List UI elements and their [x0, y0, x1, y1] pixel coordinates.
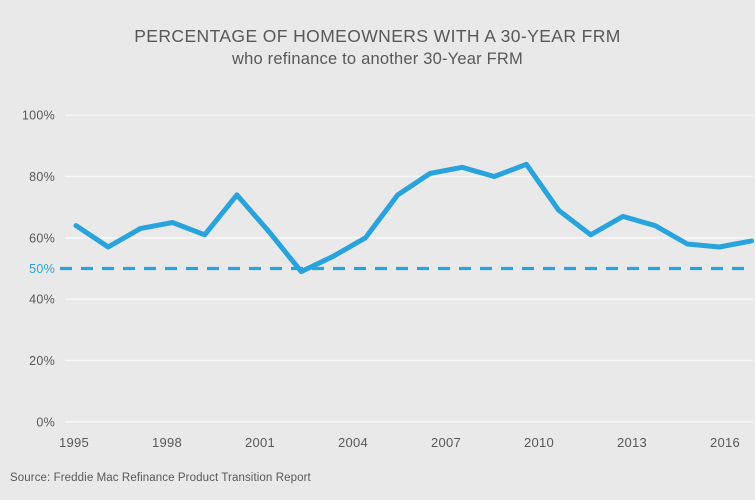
- y-axis-label-0pct: 0%: [36, 415, 55, 429]
- source-note: Source: Freddie Mac Refinance Product Tr…: [10, 472, 311, 484]
- x-axis-label-2004: 2004: [338, 435, 368, 450]
- x-axis-label-2010: 2010: [524, 435, 554, 450]
- x-axis-label-2016: 2016: [710, 435, 740, 450]
- y-axis-label-20pct: 20%: [29, 354, 55, 368]
- chart-title: PERCENTAGE OF HOMEOWNERS WITH A 30-YEAR …: [134, 26, 621, 46]
- x-axis-label-2007: 2007: [431, 435, 461, 450]
- line-chart: 100% 80% 60% 50% 40% 20% 0% 1995 1998 2001 2004 200…: [22, 109, 755, 450]
- x-axis-label-2013: 2013: [617, 435, 647, 450]
- y-axis-label-60pct: 60%: [29, 231, 55, 245]
- x-axis-label-1995: 1995: [59, 435, 89, 450]
- y-axis-label-50pct: 50%: [29, 262, 55, 276]
- x-axis-label-2001: 2001: [245, 435, 275, 450]
- chart-subtitle: who refinance to another 30-Year FRM: [232, 50, 523, 68]
- y-axis-label-80pct: 80%: [29, 170, 55, 184]
- y-axis-label-40pct: 40%: [29, 293, 55, 307]
- chart-title-block: PERCENTAGE OF HOMEOWNERS WITH A 30-YEAR …: [0, 25, 755, 71]
- data-line-30yr-frm-refinance: [73, 161, 755, 275]
- x-axis-label-1998: 1998: [152, 435, 182, 450]
- y-axis-label-100pct: 100%: [22, 109, 55, 123]
